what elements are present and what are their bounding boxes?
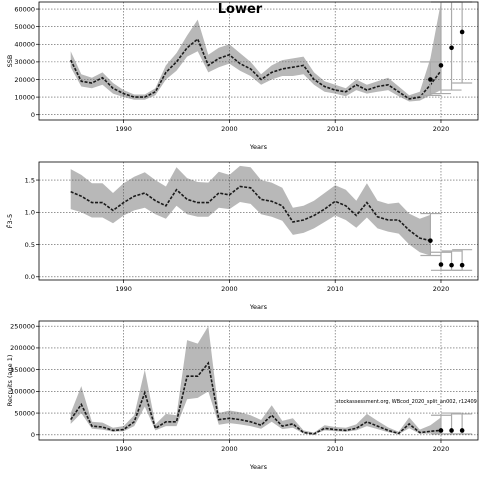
- plot-frame: [38, 1, 479, 121]
- forecast-point: [459, 29, 465, 35]
- y-tick-label: 150000: [10, 366, 35, 374]
- forecast-point: [449, 262, 454, 268]
- x-tick-label: 2010: [327, 125, 344, 133]
- panel-ssb: 1990 2000 2010 2020 0 10000 20000 30000 40000 500…: [6, 1, 479, 151]
- forecast-point: [428, 77, 433, 82]
- y-tick-label: 20000: [14, 76, 35, 84]
- y-tick-label: 50000: [14, 23, 35, 31]
- y-axis-label: SSB: [6, 55, 14, 68]
- y-tick-label: 250000: [10, 323, 35, 331]
- panel-fishing-mortality: 1990 2000 2010 2020 0.0 0.5 1.0 1.5 Years F̄3-5: [5, 161, 479, 311]
- y-tick-label: 0.5: [25, 241, 35, 249]
- confidence-band: [70, 165, 431, 256]
- estimate-line: [69, 37, 442, 100]
- y-tick-label: 10000: [14, 93, 35, 101]
- x-tick-label: 2010: [327, 445, 344, 453]
- forecast-point: [449, 45, 454, 51]
- x-tick-label: 1990: [115, 285, 132, 293]
- forecast-point: [428, 238, 433, 243]
- y-tick-label: 50000: [14, 409, 35, 417]
- panel-recruits: 1990 2000 2010 2020 0 50000 100000 150000 200000…: [6, 320, 479, 471]
- forecast-point: [449, 428, 454, 433]
- x-tick-label: 2020: [433, 285, 450, 293]
- x-axis-label: Years: [249, 303, 268, 311]
- x-tick-label: 2000: [221, 285, 238, 293]
- x-tick-label: 2000: [221, 125, 238, 133]
- forecast-point: [438, 428, 444, 433]
- y-tick-label: 30000: [14, 58, 35, 66]
- chart-title: Lower: [218, 2, 263, 17]
- y-tick-label: 60000: [14, 5, 35, 13]
- y-axis-label: F̄3-5: [5, 214, 14, 228]
- x-tick-label: 1990: [115, 445, 132, 453]
- forecast-point: [438, 262, 444, 267]
- y-tick-label: 200000: [10, 344, 35, 352]
- forecast-point: [438, 63, 444, 68]
- y-tick-label: 100000: [10, 388, 35, 396]
- estimate-line: [70, 361, 442, 435]
- x-tick-label: 2010: [327, 285, 344, 293]
- y-tick-label: 40000: [14, 41, 35, 49]
- confidence-band: [70, 326, 441, 435]
- y-tick-label: 1.5: [25, 176, 35, 184]
- x-axis-label: Years: [249, 463, 268, 471]
- x-tick-label: 2020: [433, 445, 450, 453]
- y-tick-label: 0.0: [25, 273, 35, 281]
- plot-frame: [38, 161, 479, 281]
- forecast-point: [459, 428, 465, 433]
- forecast-point: [459, 262, 465, 268]
- x-axis-label: Years: [249, 143, 268, 151]
- y-axis-label: Recruits (age 1): [6, 355, 14, 407]
- source-note: stockassessment.org, WBcod_2020_split_an…: [336, 399, 477, 405]
- x-tick-label: 1990: [115, 125, 132, 133]
- estimate-line: [70, 185, 431, 242]
- plot-frame: [38, 320, 479, 441]
- y-tick-label: 1.0: [25, 209, 35, 217]
- x-tick-label: 2020: [433, 125, 450, 133]
- y-tick-label: 0: [31, 111, 35, 119]
- x-tick-label: 2000: [221, 445, 238, 453]
- y-tick-label: 0: [31, 431, 35, 439]
